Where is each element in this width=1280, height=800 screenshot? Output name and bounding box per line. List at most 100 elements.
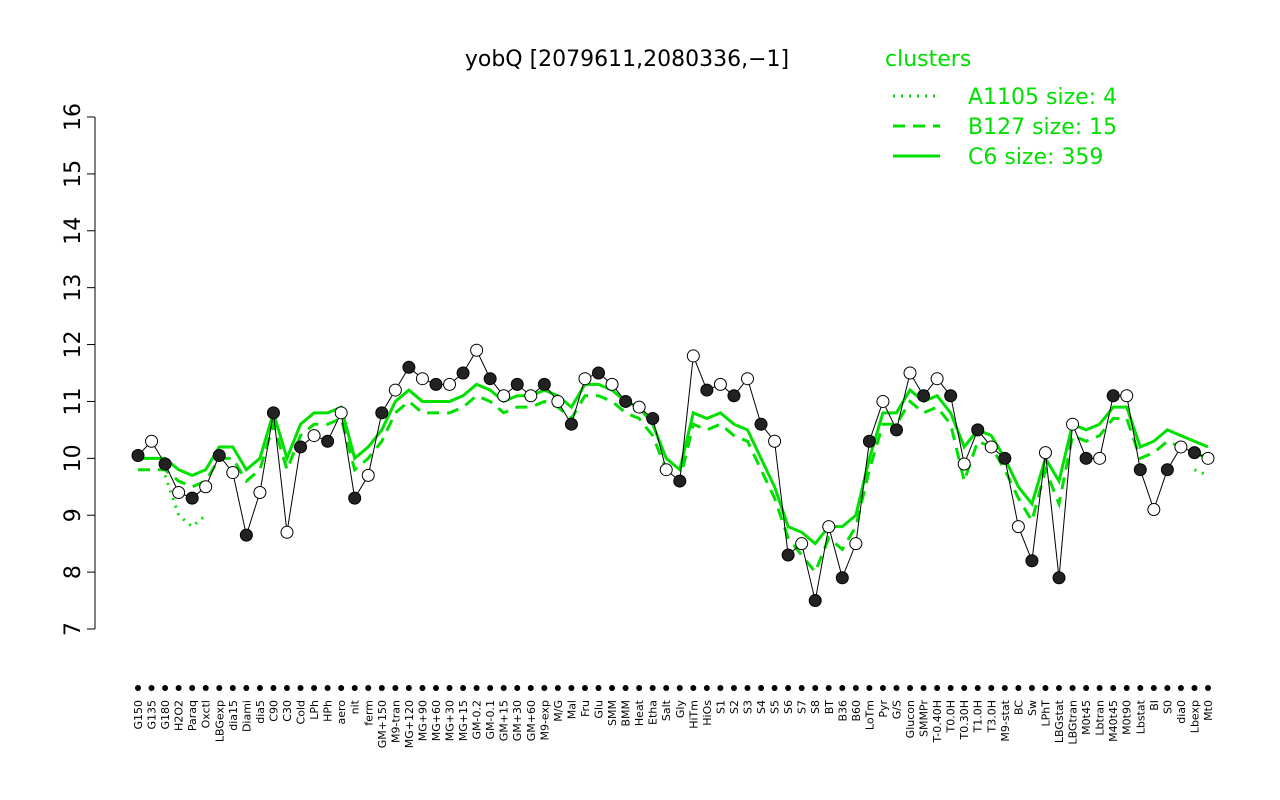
x-tick-label: B36	[836, 700, 849, 722]
rug-dot	[283, 685, 290, 691]
data-point	[1187, 446, 1201, 460]
data-point	[1174, 440, 1188, 454]
x-tick-label: Sw	[1026, 700, 1039, 716]
rug-dot	[135, 685, 141, 691]
data-point	[551, 394, 565, 408]
x-tick-label: Fru	[579, 700, 592, 717]
data-point	[713, 377, 727, 391]
y-tick-label: 12	[61, 331, 86, 359]
rug-dot	[893, 685, 900, 691]
data-point	[348, 491, 362, 505]
rug-dot	[798, 685, 805, 691]
rug-dot	[961, 685, 968, 691]
x-tick-label: G/S	[890, 700, 903, 719]
x-tick-label: GM-0.2	[471, 700, 484, 739]
x-tick-label: LBGstat	[1053, 699, 1066, 743]
data-point	[659, 463, 673, 477]
rug-dot	[703, 685, 710, 691]
x-tick-label: Lbtran	[1094, 700, 1107, 736]
data-point	[917, 389, 931, 403]
x-tick-label: Mal	[565, 700, 578, 719]
rug-dot	[1096, 685, 1103, 691]
rug-dot	[690, 685, 697, 691]
data-point	[998, 451, 1012, 465]
x-tick-label: S7	[796, 700, 809, 714]
x-tick-label: C30	[281, 700, 294, 722]
data-point	[321, 434, 335, 448]
rug-dot	[202, 685, 209, 691]
data-point	[456, 366, 470, 380]
data-point	[849, 537, 863, 551]
x-tick-label: dia15	[227, 700, 240, 731]
data-point	[984, 440, 998, 454]
x-tick-label: HiTm	[687, 700, 700, 729]
rug-dot	[432, 685, 439, 691]
rug-dot	[473, 685, 480, 691]
data-point	[673, 474, 687, 488]
rug-dot	[500, 685, 507, 691]
rug-dot	[1137, 685, 1144, 691]
rug-dot	[1150, 685, 1157, 691]
x-tick-label: aero	[335, 700, 348, 725]
x-tick-label: LPh	[308, 700, 321, 720]
data-point	[903, 366, 917, 380]
data-point	[686, 349, 700, 363]
x-tick-label: nit	[349, 699, 362, 714]
rug-dot	[554, 685, 561, 691]
rug-dot	[866, 685, 873, 691]
x-tick-label: G150	[132, 700, 145, 730]
rug-dot	[649, 685, 656, 691]
y-tick-label: 11	[61, 387, 86, 415]
x-tick-label: Paraq	[186, 700, 199, 731]
data-point	[1201, 451, 1215, 465]
x-tick-label: BC	[1012, 700, 1025, 715]
data-point	[876, 394, 890, 408]
x-tick-label: T1.0H	[972, 700, 985, 733]
rug-dot	[365, 685, 372, 691]
data-point	[307, 429, 321, 443]
rug-dot	[947, 685, 954, 691]
x-tick-label: H2O2	[173, 700, 186, 731]
x-tick-label: G135	[146, 700, 159, 730]
data-point	[944, 389, 958, 403]
data-point	[578, 372, 592, 386]
data-point	[280, 525, 294, 539]
x-tick-label: S4	[755, 700, 768, 714]
x-tick-label: T0.0H	[945, 700, 958, 733]
data-point	[1011, 520, 1025, 534]
rug-dot	[934, 685, 941, 691]
rug-dot	[351, 685, 358, 691]
data-point	[768, 434, 782, 448]
data-point	[131, 448, 145, 462]
x-tick-label: M0t90	[1121, 700, 1134, 735]
rug-dot	[622, 685, 629, 691]
rug-dot	[920, 685, 927, 691]
rug-dot	[1205, 685, 1211, 691]
data-point	[145, 434, 159, 448]
x-tick-label: S8	[809, 700, 822, 714]
x-tick-label: LBGexp	[213, 700, 226, 742]
x-tick-label: BT	[823, 700, 836, 715]
rug-dot	[460, 685, 467, 691]
x-tick-label: Gly	[674, 700, 687, 719]
rug-dot	[1069, 685, 1076, 691]
x-tick-label: Lbstat	[1134, 699, 1147, 734]
data-point	[727, 389, 741, 403]
x-tick-label: SMM	[606, 700, 619, 726]
data-point	[619, 394, 633, 408]
rug-dot	[663, 685, 670, 691]
x-tick-label: Lbexp	[1188, 700, 1201, 733]
y-tick-label: 9	[61, 508, 86, 522]
data-point	[605, 377, 619, 391]
rug-dot	[907, 685, 914, 691]
legend-label: A1105 size: 4	[968, 85, 1117, 110]
x-tick-label: Pyr	[877, 700, 890, 718]
chart-title: yobQ [2079611,2080336,−1]	[465, 47, 789, 72]
rug-dot	[419, 685, 426, 691]
data-point	[835, 571, 849, 585]
data-point	[754, 417, 768, 431]
x-tick-label: M9-tran	[389, 700, 402, 743]
data-point	[1120, 389, 1134, 403]
x-tick-label: T0.30H	[958, 700, 971, 740]
x-tick-label: GM+60	[525, 700, 538, 741]
